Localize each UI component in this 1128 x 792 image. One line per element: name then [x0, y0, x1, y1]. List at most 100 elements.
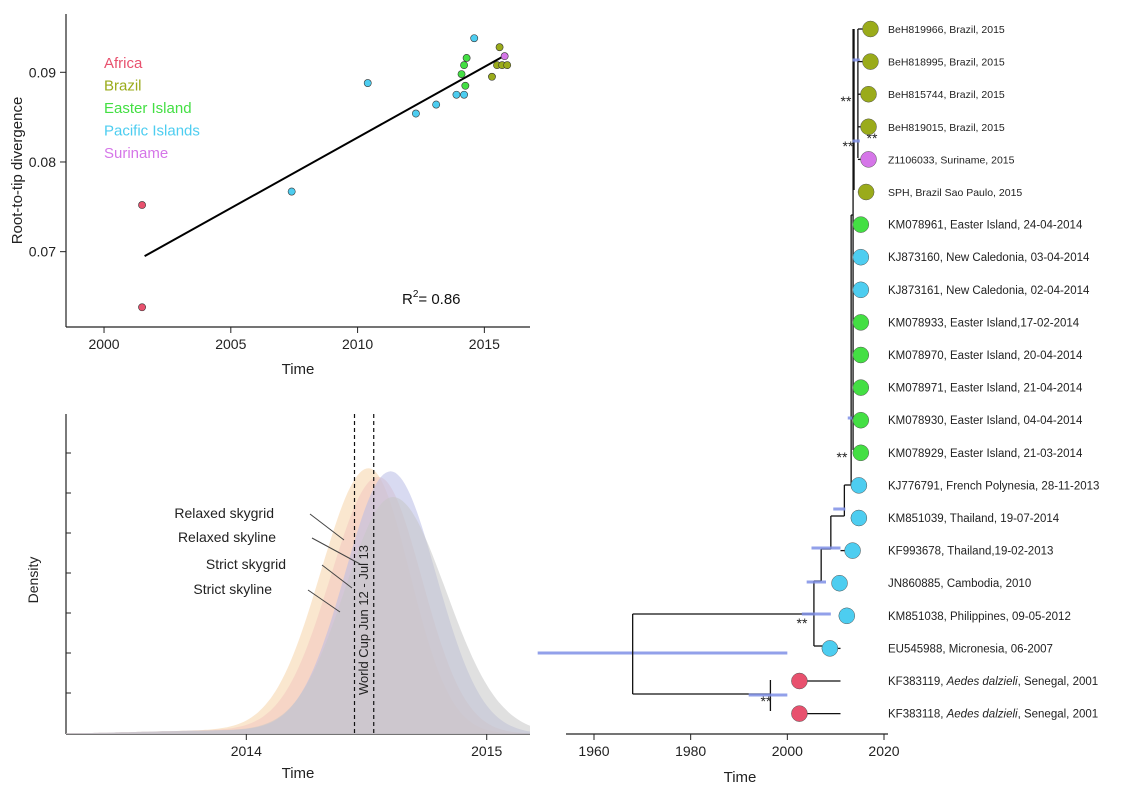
tip-label: KJ873161, New Caledonia, 02-04-2014 [888, 285, 1090, 297]
x-axis-title: Time [282, 765, 315, 782]
root-to-tip-scatter-panel: 2000 2005 2010 2015 0.07 0.08 0.09 Time Root-to-… [9, 14, 530, 378]
x-tick-label: 2020 [868, 743, 899, 759]
legend-entry: Pacific Islands [104, 123, 200, 140]
y-tick-label: 0.08 [29, 154, 56, 170]
x-axis-title: Time [282, 361, 315, 378]
x-tick-label: 2010 [342, 336, 373, 352]
tip-node [852, 281, 870, 299]
scatter-point [452, 90, 461, 99]
trend-line [144, 56, 503, 258]
tip-label: KM078929, Easter Island, 21-03-2014 [888, 448, 1083, 460]
tip-node [852, 444, 870, 462]
x-tick-label: 2015 [469, 336, 500, 352]
support-mark: ** [841, 93, 852, 109]
scatter-point [460, 61, 468, 70]
support-mark: ** [837, 449, 848, 465]
tip-label: KJ873160, New Caledonia, 03-04-2014 [888, 252, 1090, 264]
density-curve [66, 497, 530, 734]
x-tick-label: 2005 [215, 336, 246, 352]
x-tick-label: 2000 [88, 336, 119, 352]
series-label: Relaxed skygrid [174, 505, 274, 521]
tip-label: KM078933, Easter Island,17-02-2014 [888, 317, 1080, 329]
tip-label: KM078970, Easter Island, 20-04-2014 [888, 350, 1083, 362]
tip-node [860, 85, 877, 103]
tip-label: KF383118, Aedes dalzieli, Senegal, 2001 [888, 709, 1098, 721]
tip-label-location: , Senegal, 2001 [1018, 709, 1099, 721]
scatter-point [457, 70, 466, 78]
tip-label-species: Aedes dalzieli [946, 676, 1018, 688]
tip-label: KM851039, Thailand, 19-07-2014 [888, 513, 1060, 525]
tip-node [852, 411, 870, 429]
support-mark: ** [761, 693, 772, 709]
scatter-point [470, 34, 479, 43]
scatter-point [500, 52, 509, 61]
y-axis-title: Density [25, 557, 41, 604]
tip-node [852, 216, 870, 233]
tip-node [850, 509, 868, 527]
tip-label: Z1106033, Suriname, 2015 [888, 154, 1015, 166]
legend-entry: Africa [104, 55, 143, 72]
scatter-point [488, 72, 496, 81]
legend-entry: Suriname [104, 145, 168, 162]
series-label: Strict skygrid [206, 556, 286, 572]
tip-node [844, 542, 861, 559]
scatter-point [363, 79, 372, 87]
phylogenetic-tree-panel: 1960 1980 2000 2020 Time ** ** ** ** ** ** BeH81996… [537, 20, 1099, 786]
tip-label: KM078961, Easter Island, 24-04-2014 [888, 220, 1083, 232]
tip-node [850, 477, 868, 494]
series-leader-line [309, 513, 345, 541]
y-tick-label: 0.07 [29, 244, 56, 260]
tip-node [860, 151, 877, 168]
legend-entry: Easter Island [104, 100, 192, 117]
tip-label: KF383119, Aedes dalzieli, Senegal, 2001 [888, 676, 1098, 688]
tip-node [791, 672, 808, 690]
series-leader-line [307, 589, 341, 613]
x-tick-label: 2014 [231, 743, 262, 759]
r-squared-prefix: R [402, 291, 413, 308]
y-axis-title: Root-to-tip divergence [9, 97, 26, 245]
tip-label: KJ776791, French Polynesia, 28-11-2013 [888, 480, 1099, 492]
scatter-point [461, 81, 470, 90]
tip-label: EU545988, Micronesia, 06-2007 [888, 643, 1053, 655]
tip-label: KM851038, Philippines, 09-05-2012 [888, 611, 1071, 623]
y-tick-label: 0.09 [29, 64, 56, 80]
x-tick-label: 2015 [471, 743, 502, 759]
x-tick-label: 2000 [772, 743, 803, 759]
support-mark: ** [867, 130, 878, 146]
r-squared-superscript: 2 [413, 289, 419, 300]
scatter-point [460, 90, 468, 99]
tip-label: BeH819015, Brazil, 2015 [888, 122, 1005, 134]
series-leader-line [311, 537, 361, 565]
scatter-point [138, 303, 146, 312]
tip-node [852, 346, 870, 364]
tip-node [852, 248, 870, 266]
tip-label: JN860885, Cambodia, 2010 [888, 578, 1031, 590]
tip-node [852, 314, 870, 331]
tip-node [838, 607, 856, 625]
tip-label: BeH819966, Brazil, 2015 [888, 24, 1005, 36]
tip-label: BeH815744, Brazil, 2015 [888, 89, 1005, 101]
tip-node [862, 53, 879, 70]
tip-label: KM078971, Easter Island, 21-04-2014 [888, 383, 1083, 395]
x-tick-label: 1980 [675, 743, 706, 759]
scatter-point [503, 61, 512, 70]
tip-node [852, 379, 870, 396]
scatter-point [432, 100, 441, 109]
scatter-point [462, 54, 471, 62]
tip-label: BeH818995, Brazil, 2015 [888, 57, 1005, 69]
tip-node [821, 640, 839, 657]
x-tick-label: 1960 [578, 743, 609, 759]
x-axis-title: Time [724, 769, 757, 786]
support-mark: ** [797, 615, 808, 631]
tip-node [791, 705, 808, 722]
tip-label: KM078930, Easter Island, 04-04-2014 [888, 415, 1083, 427]
tip-node [831, 574, 848, 592]
density-panel: 2014 2015 Time Density World Cup Jun 12 - Ju… [25, 414, 530, 782]
series-label: Strict skyline [193, 581, 272, 597]
scatter-point [138, 201, 146, 209]
world-cup-label: World Cup Jun 12 - Jul 13 [356, 545, 371, 695]
tip-node [857, 183, 875, 201]
series-leader-line [321, 564, 353, 589]
tip-label-id: KF383119, [888, 676, 947, 688]
